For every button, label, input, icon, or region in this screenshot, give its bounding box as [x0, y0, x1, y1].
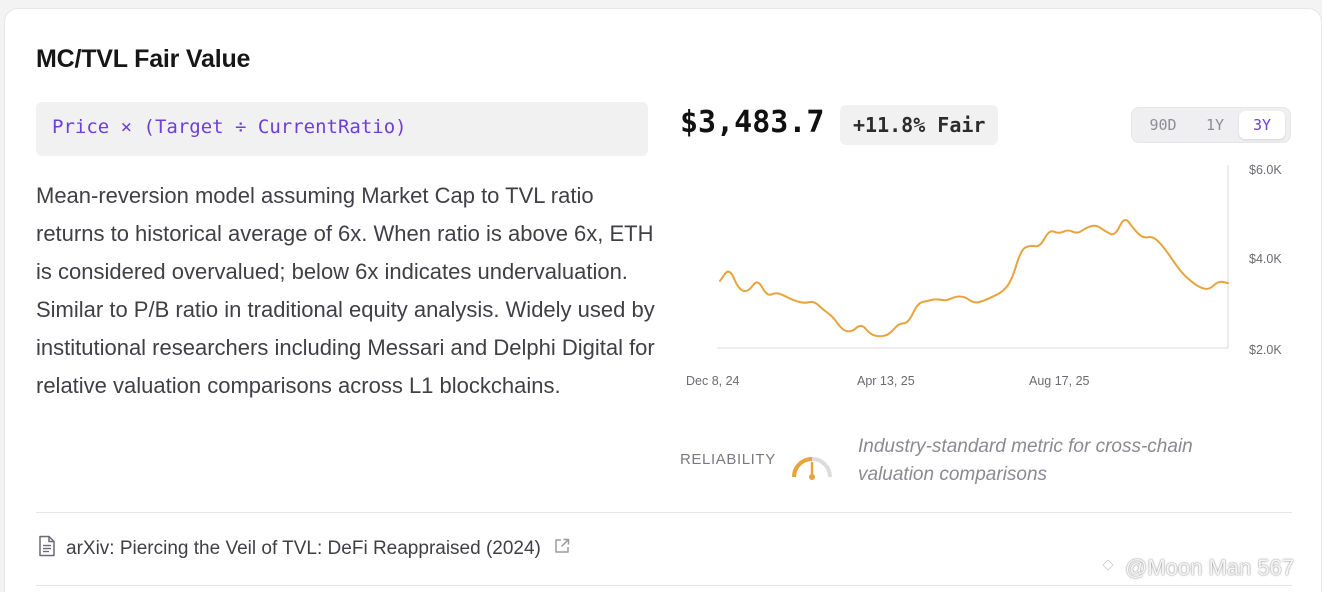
y-tick-label: $6.0K: [1249, 163, 1282, 177]
divider: [36, 512, 1292, 513]
price-series-line: [719, 219, 1229, 338]
x-tick-label: Apr 13, 25: [857, 374, 915, 388]
y-tick-label: $4.0K: [1249, 252, 1282, 266]
source-title[interactable]: arXiv: Piercing the Veil of TVL: DeFi Re…: [66, 537, 541, 559]
watermark-text: @Moon Man 567: [1125, 555, 1295, 580]
source-link[interactable]: arXiv: Piercing the Veil of TVL: DeFi Re…: [38, 535, 571, 562]
reliability-label: RELIABILITY: [680, 451, 776, 468]
document-icon: [38, 535, 56, 562]
watermark: @Moon Man 567: [1095, 552, 1294, 584]
y-tick-label: $2.0K: [1249, 343, 1282, 357]
time-range-selector: 90D 1Y 3Y: [1131, 107, 1291, 143]
external-link-icon[interactable]: [553, 537, 571, 560]
divider: [36, 585, 1292, 586]
chart-svg: $6.0K $4.0K $2.0K Dec 8, 24 Apr 13, 25 A…: [686, 163, 1282, 388]
watermark-logo-icon: [1095, 552, 1121, 584]
reliability-note: Industry-standard metric for cross-chain…: [858, 436, 1193, 485]
range-3y-button[interactable]: 3Y: [1239, 111, 1285, 139]
fair-value-card: MC/TVL Fair Value Price × (Target ÷ Curr…: [4, 8, 1322, 592]
fair-value-badge: +11.8% Fair: [840, 105, 999, 145]
range-1y-button[interactable]: 1Y: [1205, 116, 1225, 134]
card-title: MC/TVL Fair Value: [36, 45, 251, 73]
x-tick-label: Aug 17, 25: [1029, 374, 1090, 388]
fair-value-chart: $6.0K $4.0K $2.0K Dec 8, 24 Apr 13, 25 A…: [677, 159, 1317, 409]
range-90d-button[interactable]: 90D: [1149, 116, 1177, 134]
reliability-gauge-icon: [790, 447, 834, 486]
model-description: Mean-reversion model assuming Market Cap…: [36, 183, 655, 398]
formula-code: Price × (Target ÷ CurrentRatio): [36, 102, 648, 156]
fair-value-price: $3,483.7: [680, 105, 825, 140]
x-tick-label: Dec 8, 24: [686, 374, 740, 388]
